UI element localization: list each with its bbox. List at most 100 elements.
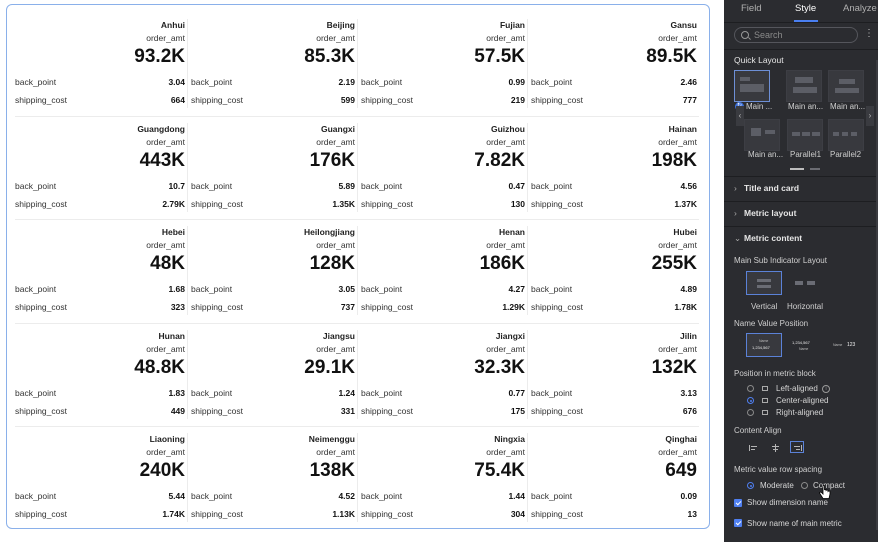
search-input[interactable]: Search xyxy=(734,27,858,43)
main-metric-name: order_amt xyxy=(658,447,697,457)
sub-metric-back-point: back_point 3.13 xyxy=(531,388,697,400)
main-metric-name: order_amt xyxy=(316,447,355,457)
metric-card[interactable]: Guizhou order_amt 7.82K back_point 0.47 shipp… xyxy=(357,117,525,220)
sub-metric-value: 323 xyxy=(170,302,185,312)
dimension-name: Ningxia xyxy=(494,434,525,444)
radio-left-aligned[interactable] xyxy=(747,385,754,392)
accordion-metric-layout[interactable]: › Metric layout xyxy=(734,208,796,218)
metric-card[interactable]: Jilin order_amt 132K back_point 3.13 shipping… xyxy=(527,324,697,427)
sub-metric-label: shipping_cost xyxy=(15,302,67,312)
sub-metric-label: shipping_cost xyxy=(191,302,243,312)
radio-right-aligned[interactable] xyxy=(747,409,754,416)
name-above-value-option[interactable]: Name 1,234,567 xyxy=(746,333,782,357)
metric-card[interactable]: Anhui order_amt 93.2K back_point 3.04 shippin… xyxy=(15,13,185,116)
sub-metric-value: 1.29K xyxy=(502,302,525,312)
metric-card[interactable]: Guangxi order_amt 176K back_point 5.89 shippi… xyxy=(187,117,355,220)
sub-metric-label: back_point xyxy=(361,491,403,501)
sub-metric-shipping-cost: shipping_cost 1.29K xyxy=(361,302,525,314)
name-inline-value-option[interactable]: Name 123 xyxy=(824,333,860,357)
metric-card[interactable]: Hainan order_amt 198K back_point 4.56 shippin… xyxy=(527,117,697,220)
metric-card[interactable]: Qinghai order_amt 649 back_point 0.09 shippin… xyxy=(527,427,697,530)
sub-metric-shipping-cost: shipping_cost 777 xyxy=(531,95,697,107)
main-metric-value: 138K xyxy=(309,460,355,481)
sub-metric-value: 2.79K xyxy=(162,198,185,209)
sub-metric-label: back_point xyxy=(531,77,573,87)
sub-metric-value: 1.37K xyxy=(674,198,697,209)
sub-metric-back-point: back_point 3.04 xyxy=(15,77,185,89)
metric-card[interactable]: Beijing order_amt 85.3K back_point 2.19 shipp… xyxy=(187,13,355,116)
sub-metric-value: 2.46 xyxy=(680,77,697,87)
sub-metric-value: 3.04 xyxy=(168,77,185,87)
info-icon[interactable]: i xyxy=(822,385,830,393)
sub-metric-back-point: back_point 5.44 xyxy=(15,491,185,503)
tab-style[interactable]: Style xyxy=(795,3,817,14)
layout-thumb-5[interactable] xyxy=(787,119,823,151)
radio-compact[interactable] xyxy=(801,482,808,489)
sub-metric-label: back_point xyxy=(361,387,403,398)
layout-thumb-6[interactable] xyxy=(828,119,864,151)
carousel-prev-icon[interactable]: ‹ xyxy=(736,106,744,126)
accordion-title-and-card[interactable]: › Title and card xyxy=(734,183,799,193)
content-align-center-icon[interactable] xyxy=(768,442,782,454)
tab-field[interactable]: Field xyxy=(741,3,762,14)
row-spacing-label: Metric value row spacing xyxy=(734,465,823,474)
checkbox-show-dimension-name[interactable] xyxy=(734,499,742,507)
metric-card[interactable]: Guangdong order_amt 443K back_point 10.7 ship… xyxy=(15,117,185,220)
main-metric-name: order_amt xyxy=(146,343,185,354)
metric-card[interactable]: Hunan order_amt 48.8K back_point 1.83 shippin… xyxy=(15,324,185,427)
metric-card[interactable]: Jiangsu order_amt 29.1K back_point 1.24 shipp… xyxy=(187,324,355,427)
carousel-next-icon[interactable]: › xyxy=(866,106,874,126)
layout-thumb-3[interactable] xyxy=(828,70,864,102)
metric-card[interactable]: Hubei order_amt 255K back_point 4.89 shipping… xyxy=(527,220,697,323)
sub-metric-label: back_point xyxy=(191,284,233,294)
main-metric-value: 89.5K xyxy=(646,46,697,67)
metric-card[interactable]: Liaoning order_amt 240K back_point 5.44 shipp… xyxy=(15,427,185,530)
sub-metric-value: 599 xyxy=(340,95,355,105)
metric-card[interactable]: Hebei order_amt 48K back_point 1.68 shipping_… xyxy=(15,220,185,323)
metric-card[interactable]: Neimenggu order_amt 138K back_point 4.52 ship… xyxy=(187,427,355,530)
sub-metric-label: back_point xyxy=(531,180,573,191)
divider xyxy=(724,49,878,50)
layout-thumb-4[interactable] xyxy=(744,119,780,151)
sample-name: Name xyxy=(833,343,843,347)
sub-metric-back-point: back_point 4.89 xyxy=(531,284,697,296)
layout-horizontal-option[interactable] xyxy=(786,271,822,295)
metric-card[interactable]: Ningxia order_amt 75.4K back_point 1.44 shipp… xyxy=(357,427,525,530)
layout-thumb-label-1: Main ... xyxy=(746,102,773,111)
layout-thumb-2[interactable] xyxy=(786,70,822,102)
metric-card[interactable]: Jiangxi order_amt 32.3K back_point 0.77 shipp… xyxy=(357,324,525,427)
metric-card[interactable]: Henan order_amt 186K back_point 4.27 shipping… xyxy=(357,220,525,323)
sub-metric-value: 4.52 xyxy=(338,491,355,501)
sub-metric-value: 331 xyxy=(340,405,355,416)
layout-thumb-1[interactable] xyxy=(734,70,770,102)
divider xyxy=(724,201,878,202)
active-tab-indicator xyxy=(794,20,818,22)
more-options-icon[interactable]: ⋮ xyxy=(864,28,874,39)
sub-metric-value: 5.89 xyxy=(338,180,355,191)
sub-metric-back-point: back_point 1.83 xyxy=(15,388,185,400)
content-align-right-icon[interactable] xyxy=(790,441,804,453)
metric-card[interactable]: Fujian order_amt 57.5K back_point 0.99 shippi… xyxy=(357,13,525,116)
main-metric-name: order_amt xyxy=(146,447,185,457)
sub-metric-label: shipping_cost xyxy=(531,509,583,519)
checkbox-show-main-metric-name[interactable] xyxy=(734,519,742,527)
dimension-name: Beijing xyxy=(326,20,355,30)
radio-center-aligned[interactable] xyxy=(747,397,754,404)
main-sub-layout-label: Main Sub Indicator Layout xyxy=(734,256,827,265)
main-metric-value: 7.82K xyxy=(474,149,525,171)
tab-analyze[interactable]: Analyze xyxy=(843,3,877,14)
sub-metric-label: back_point xyxy=(15,284,57,294)
sub-metric-value: 0.47 xyxy=(508,180,525,191)
dimension-name: Guangdong xyxy=(137,123,185,134)
layout-vertical-option[interactable] xyxy=(746,271,782,295)
dimension-name: Fujian xyxy=(499,20,525,30)
accordion-metric-content[interactable]: ⌄ Metric content xyxy=(734,233,802,244)
name-below-value-option[interactable]: 1,234,567 Name xyxy=(786,333,822,357)
metric-card[interactable]: Heilongjiang order_amt 128K back_point 3.05 s… xyxy=(187,220,355,323)
sub-metric-label: shipping_cost xyxy=(15,95,67,105)
sample-name: Name xyxy=(799,347,809,351)
radio-moderate[interactable] xyxy=(747,482,754,489)
metric-card[interactable]: Gansu order_amt 89.5K back_point 2.46 shippin… xyxy=(527,13,697,116)
content-align-left-icon[interactable] xyxy=(746,442,760,454)
panel-scrollbar[interactable] xyxy=(876,60,878,530)
